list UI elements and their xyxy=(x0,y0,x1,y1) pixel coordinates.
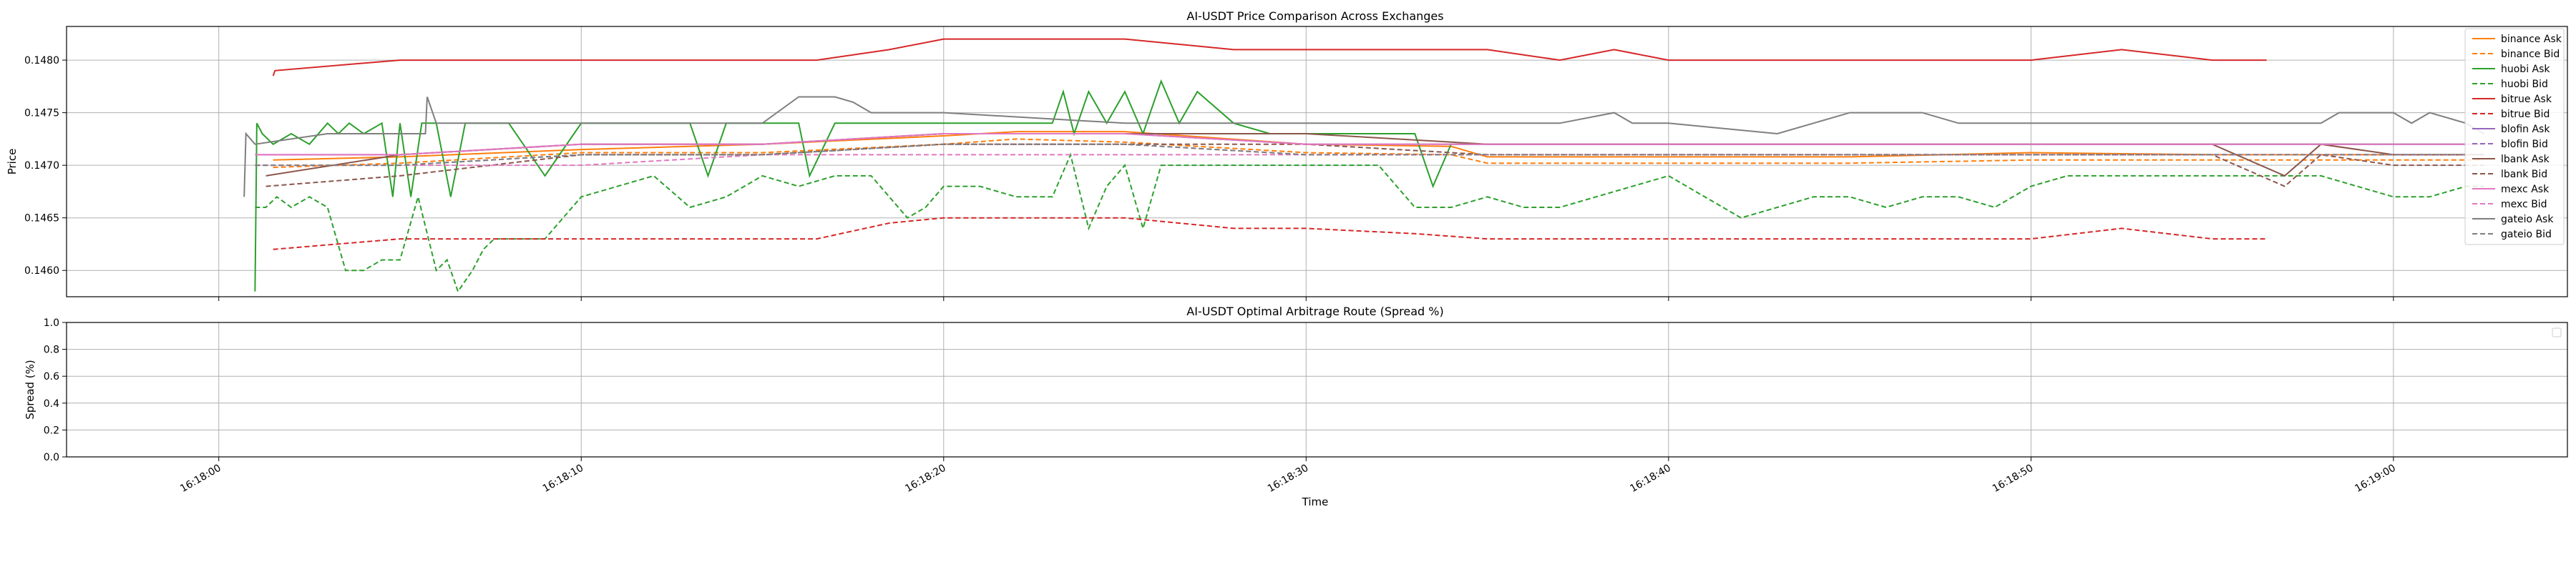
spread-chart-frame xyxy=(66,322,2568,458)
series-line-mexc-ask xyxy=(255,133,2484,156)
legend-entry: mexc Bid xyxy=(2501,199,2547,210)
price-chart-grid xyxy=(67,26,2567,297)
price-chart-ylabel: Price xyxy=(6,149,19,175)
spread-chart-title: AI-USDT Optimal Arbitrage Route (Spread … xyxy=(1186,305,1443,318)
spread-ytick-label: 0.4 xyxy=(44,398,59,410)
legend-entry: binance Ask xyxy=(2501,34,2562,45)
legend-entry: gateio Ask xyxy=(2501,214,2554,225)
price-chart-xticks xyxy=(218,297,2394,301)
spread-chart-ylabel: Spread (%) xyxy=(24,360,36,420)
series-line-binance-ask xyxy=(273,131,2484,161)
price-ytick-label: 0.1475 xyxy=(24,108,59,119)
spread-ytick-label: 0.6 xyxy=(44,371,59,383)
legend-entry: bitrue Ask xyxy=(2501,94,2552,105)
legend-box xyxy=(2464,28,2565,245)
legend-entry: blofin Bid xyxy=(2501,139,2548,150)
spread-chart-legend xyxy=(2552,327,2562,337)
series-line-bitrue-bid xyxy=(273,217,2267,250)
spread-ytick-label: 0.8 xyxy=(44,345,59,356)
series-line-gateio-bid xyxy=(255,143,2484,167)
price-ytick-label: 0.1465 xyxy=(24,213,59,225)
legend-entry: lbank Ask xyxy=(2501,154,2550,165)
spread-ytick-label: 0.0 xyxy=(44,452,59,463)
legend-entry: blofin Ask xyxy=(2501,124,2550,135)
spread-ytick-label: 0.2 xyxy=(44,425,59,436)
price-chart-yticks: 0.1460 0.1465 0.1470 0.1475 0.1480 xyxy=(24,55,67,277)
price-chart: AI-USDT Price Comparison Across Exchange… xyxy=(6,9,2568,301)
legend-entry: lbank Bid xyxy=(2501,169,2547,180)
legend-entry: huobi Ask xyxy=(2501,64,2550,75)
price-ytick-label: 0.1480 xyxy=(24,55,59,66)
spread-chart-xlabel: Time xyxy=(1302,495,1329,508)
price-chart-title: AI-USDT Price Comparison Across Exchange… xyxy=(1186,9,1443,23)
series-line-bitrue-ask xyxy=(272,38,2267,77)
legend-entry: binance Bid xyxy=(2501,49,2560,60)
price-ytick-label: 0.1470 xyxy=(24,160,59,172)
spread-ytick-label: 1.0 xyxy=(44,317,59,329)
legend-entry: mexc Ask xyxy=(2501,184,2550,195)
price-chart-frame xyxy=(66,26,2568,297)
price-chart-legend[interactable]: binance Ask binance Bid huobi Ask huobi Bid… xyxy=(2464,28,2565,245)
price-ytick-label: 0.1460 xyxy=(24,265,59,277)
spread-chart-yticks: 0.0 0.2 0.4 0.6 0.8 1.0 xyxy=(44,317,67,463)
legend-entry: gateio Bid xyxy=(2501,229,2552,240)
series-line-huobi-bid xyxy=(255,152,2484,293)
legend-entry: huobi Bid xyxy=(2501,79,2548,90)
series-line-binance-bid xyxy=(273,138,2484,169)
series-line-gateio-ask xyxy=(243,96,2485,197)
price-chart-series xyxy=(243,38,2485,293)
legend-entry: bitrue Bid xyxy=(2501,109,2550,120)
